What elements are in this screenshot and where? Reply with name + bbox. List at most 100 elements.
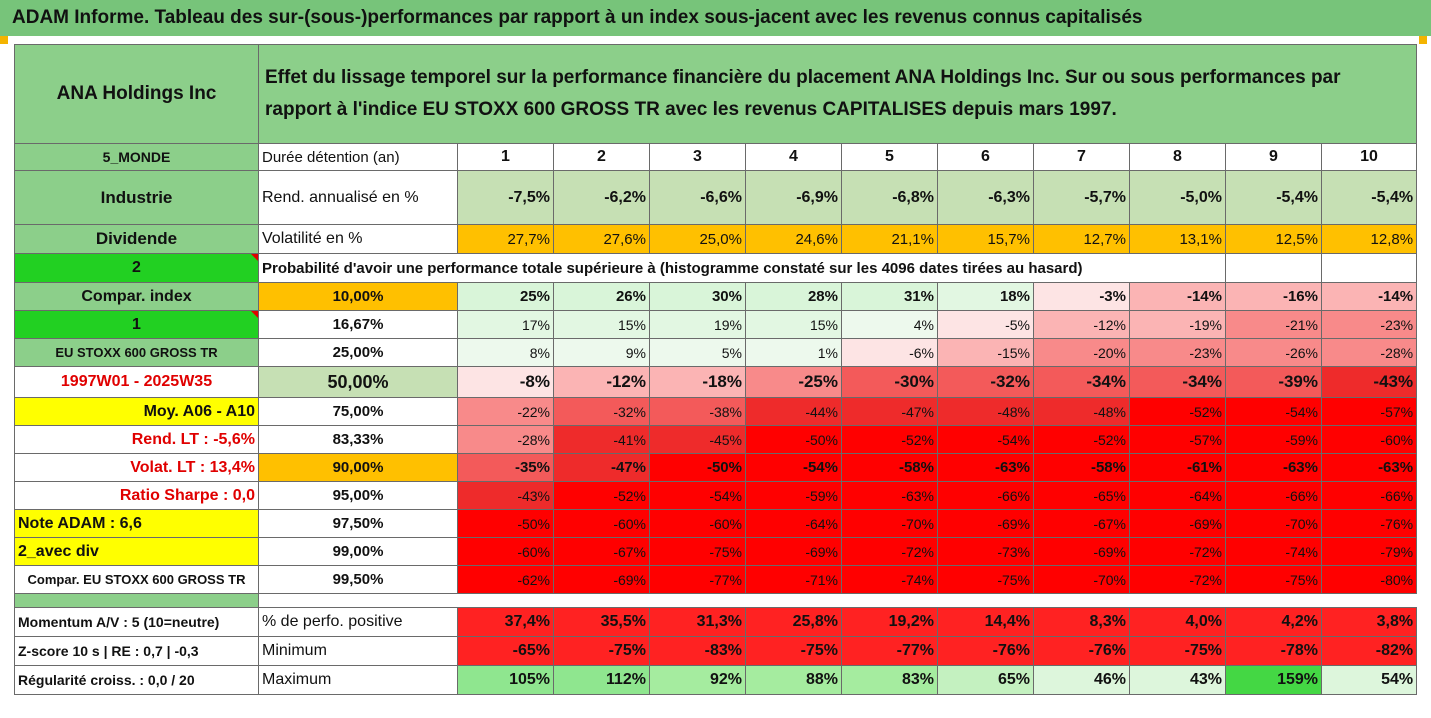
percentile-cell: -38% bbox=[649, 397, 746, 426]
percentile-cell: -48% bbox=[937, 397, 1034, 426]
percentile-cell: -6% bbox=[841, 338, 938, 367]
year-header: 3 bbox=[649, 143, 746, 171]
year-header: 2 bbox=[553, 143, 650, 171]
percentile-cell: -75% bbox=[937, 565, 1034, 594]
percentile-cell: -66% bbox=[1320, 481, 1418, 510]
percentile-value: 90,00% bbox=[258, 453, 458, 482]
vol-value: 27,7% bbox=[457, 224, 554, 254]
percentile-cell: -43% bbox=[1320, 366, 1418, 398]
stats-cell: 25,8% bbox=[745, 607, 842, 637]
percentile-cell: -54% bbox=[649, 481, 746, 510]
stats-cell: 159% bbox=[1225, 665, 1322, 695]
percentile-cell: -15% bbox=[937, 338, 1034, 367]
vol-value: 12,8% bbox=[1320, 224, 1418, 254]
percentile-row-label: Compar. index bbox=[14, 282, 259, 311]
percentile-cell: 19% bbox=[649, 310, 746, 339]
percentile-cell: -28% bbox=[1320, 338, 1418, 367]
percentile-cell: -12% bbox=[553, 366, 650, 398]
percentile-cell: 18% bbox=[937, 282, 1034, 311]
percentile-cell: -16% bbox=[1225, 282, 1322, 311]
rend-value: -5,7% bbox=[1033, 170, 1130, 225]
stats-cell: -78% bbox=[1225, 636, 1322, 666]
percentile-cell: -34% bbox=[1129, 366, 1226, 398]
percentile-cell: 26% bbox=[553, 282, 650, 311]
percentile-cell: -72% bbox=[841, 537, 938, 566]
percentile-row-label: Rend. LT : -5,6% bbox=[14, 425, 259, 454]
rend-value: -6,6% bbox=[649, 170, 746, 225]
percentile-cell: -60% bbox=[457, 537, 554, 566]
stats-cell: 88% bbox=[745, 665, 842, 695]
percentile-cell: 31% bbox=[841, 282, 938, 311]
percentile-cell: -41% bbox=[553, 425, 650, 454]
vol-value: 12,7% bbox=[1033, 224, 1130, 254]
percentile-cell: -26% bbox=[1225, 338, 1322, 367]
percentile-cell: -18% bbox=[649, 366, 746, 398]
percentile-cell: -52% bbox=[1033, 425, 1130, 454]
percentile-cell: -67% bbox=[553, 537, 650, 566]
percentile-value: 99,00% bbox=[258, 537, 458, 566]
percentile-cell: 15% bbox=[745, 310, 842, 339]
stats-row-label: Minimum bbox=[258, 636, 458, 666]
report-title: ADAM Informe. Tableau des sur-(sous-)per… bbox=[0, 0, 1431, 36]
stats-cell: 65% bbox=[937, 665, 1034, 695]
percentile-cell: -59% bbox=[745, 481, 842, 510]
percentile-cell: -52% bbox=[841, 425, 938, 454]
percentile-cell: -66% bbox=[1225, 481, 1322, 510]
percentile-cell: -79% bbox=[1320, 537, 1418, 566]
rend-value: -5,4% bbox=[1225, 170, 1322, 225]
year-header: 6 bbox=[937, 143, 1034, 171]
percentile-cell: -47% bbox=[841, 397, 938, 426]
vol-value: 27,6% bbox=[553, 224, 650, 254]
percentile-cell: -8% bbox=[457, 366, 554, 398]
percentile-cell: -70% bbox=[841, 509, 938, 538]
percentile-cell: -57% bbox=[1129, 425, 1226, 454]
percentile-cell: 4% bbox=[841, 310, 938, 339]
percentile-cell: -14% bbox=[1320, 282, 1418, 311]
percentile-cell: -75% bbox=[1225, 565, 1322, 594]
rend-value: -6,9% bbox=[745, 170, 842, 225]
spacer-blank bbox=[257, 593, 1417, 608]
dividend-label: Dividende bbox=[14, 224, 259, 254]
percentile-cell: -67% bbox=[1033, 509, 1130, 538]
year-header: 4 bbox=[745, 143, 842, 171]
percentile-row-label: Compar. EU STOXX 600 GROSS TR bbox=[14, 565, 259, 594]
percentile-cell: -73% bbox=[937, 537, 1034, 566]
company-name: ANA Holdings Inc bbox=[14, 44, 259, 144]
percentile-cell: -65% bbox=[1033, 481, 1130, 510]
percentile-value: 99,50% bbox=[258, 565, 458, 594]
stats-cell: 43% bbox=[1129, 665, 1226, 695]
percentile-cell: -43% bbox=[457, 481, 554, 510]
percentile-row-label: EU STOXX 600 GROSS TR bbox=[14, 338, 259, 367]
stats-cell: -65% bbox=[457, 636, 554, 666]
rend-value: -6,2% bbox=[553, 170, 650, 225]
year-header: 9 bbox=[1225, 143, 1322, 171]
percentile-cell: -50% bbox=[457, 509, 554, 538]
percentile-cell: -58% bbox=[1033, 453, 1130, 482]
percentile-cell: -69% bbox=[553, 565, 650, 594]
percentile-cell: -59% bbox=[1225, 425, 1322, 454]
percentile-cell: -60% bbox=[649, 509, 746, 538]
years-left-label: 5_MONDE bbox=[14, 143, 259, 171]
years-row-label: Durée détention (an) bbox=[258, 143, 458, 171]
percentile-value: 50,00% bbox=[258, 366, 458, 398]
percentile-cell: -19% bbox=[1129, 310, 1226, 339]
percentile-cell: -69% bbox=[745, 537, 842, 566]
percentile-value: 97,50% bbox=[258, 509, 458, 538]
spacer-green bbox=[14, 593, 259, 608]
percentile-cell: -44% bbox=[745, 397, 842, 426]
stats-cell: 46% bbox=[1033, 665, 1130, 695]
stats-cell: 8,3% bbox=[1033, 607, 1130, 637]
percentile-cell: -23% bbox=[1320, 310, 1418, 339]
percentile-cell: -3% bbox=[1033, 282, 1130, 311]
stats-row-label: Maximum bbox=[258, 665, 458, 695]
corner-marker-left bbox=[0, 36, 8, 44]
stats-row-label: % de perfo. positive bbox=[258, 607, 458, 637]
stats-cell: 19,2% bbox=[841, 607, 938, 637]
stats-cell: -83% bbox=[649, 636, 746, 666]
stats-cell: 4,0% bbox=[1129, 607, 1226, 637]
table-description: Effet du lissage temporel sur la perform… bbox=[257, 44, 1418, 144]
percentile-cell: -32% bbox=[553, 397, 650, 426]
percentile-row-label: Ratio Sharpe : 0,0 bbox=[14, 481, 259, 510]
stats-cell: 83% bbox=[841, 665, 938, 695]
stats-cell: 14,4% bbox=[937, 607, 1034, 637]
